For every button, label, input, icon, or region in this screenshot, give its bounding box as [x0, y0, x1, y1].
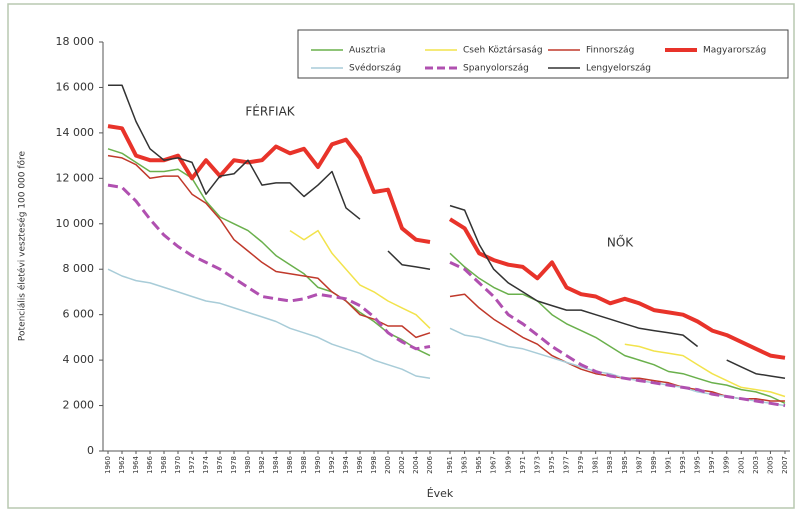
legend-label: Magyarország [703, 46, 766, 56]
y-tick-label: 8 000 [63, 262, 95, 275]
y-tick-label: 10 000 [56, 217, 95, 230]
x-axis-label: Évek [427, 487, 454, 500]
x-tick-label: 1971 [519, 456, 527, 474]
frame [7, 3, 795, 509]
series-line [449, 252, 786, 404]
series-line [448, 217, 786, 360]
x-tick-label: 1988 [300, 456, 308, 474]
x-tick-label: 1977 [563, 456, 571, 474]
x-tick-label: 1986 [286, 456, 294, 474]
x-tick-label: 1984 [272, 456, 280, 474]
x-tick-label: 1970 [174, 456, 182, 474]
x-tick-label: 1968 [160, 456, 168, 474]
x-tick-label: 2006 [426, 456, 434, 474]
y-tick-label: 16 000 [56, 80, 95, 93]
y-tick-label: 14 000 [56, 126, 95, 139]
x-tick-label: 1974 [202, 456, 210, 474]
x-tick-label: 1997 [708, 456, 716, 474]
x-tick-label: 1978 [230, 456, 238, 474]
x-tick-label: 1975 [548, 456, 556, 474]
x-tick-label: 1985 [621, 456, 629, 474]
series-line [107, 124, 431, 244]
x-tick-label: 1981 [592, 456, 600, 474]
x-tick-label: 2001 [737, 456, 745, 474]
x-tick-label: 2000 [384, 456, 392, 474]
series-line [289, 229, 431, 329]
y-tick-label: 2 000 [63, 399, 95, 412]
x-tick-label: 1994 [342, 456, 350, 474]
series-line [108, 84, 431, 270]
legend-label: Ausztria [349, 46, 386, 56]
series-line [449, 204, 786, 380]
x-tick-label: 1982 [258, 456, 266, 474]
x-tick-label: 1995 [694, 456, 702, 474]
x-tick-label: 1973 [533, 456, 541, 474]
x-tick-label: 1999 [723, 456, 731, 474]
x-tick-label: 1964 [132, 456, 140, 474]
legend-label: Lengyelország [586, 64, 651, 74]
x-tick-label: 1963 [461, 456, 469, 474]
series-line [449, 261, 786, 408]
x-tick-label: 2002 [398, 456, 406, 474]
x-tick-label: 1992 [328, 456, 336, 474]
x-tick-label: 1991 [664, 456, 672, 474]
x-tick-label: 1972 [188, 456, 196, 474]
x-tick-label: 1966 [146, 456, 154, 474]
x-tick-label: 1961 [446, 456, 454, 474]
x-tick-label: 1990 [314, 456, 322, 474]
legend-label: Spanyolország [463, 64, 529, 74]
annotation: NŐK [607, 235, 634, 250]
y-axis-label: Potenciális életévi veszteség 100 000 fő… [17, 150, 28, 341]
y-tick-label: 4 000 [63, 353, 95, 366]
legend-label: Cseh Köztársaság [463, 46, 543, 56]
x-tick-label: 1965 [475, 456, 483, 474]
legend-label: Finnország [586, 46, 634, 56]
legend-label: Svédország [349, 63, 401, 74]
y-tick-label: 0 [87, 444, 94, 457]
x-tick-label: 1962 [118, 456, 126, 474]
x-tick-label: 1989 [650, 456, 658, 474]
x-tick-label: 1967 [490, 456, 498, 474]
x-tick-label: 1993 [679, 456, 687, 474]
x-tick-label: 1987 [635, 456, 643, 474]
series-line [107, 183, 431, 351]
x-tick-label: 2007 [781, 456, 789, 474]
x-tick-label: 1996 [356, 456, 364, 474]
x-tick-label: 2003 [752, 456, 760, 474]
series-line [107, 268, 431, 380]
series-line [624, 343, 786, 398]
y-tick-label: 6 000 [63, 308, 95, 321]
x-tick-label: 2005 [766, 456, 774, 474]
y-tick-label: 12 000 [56, 171, 95, 184]
x-tick-label: 1969 [504, 456, 512, 474]
legend-box [297, 29, 789, 79]
x-tick-label: 1976 [216, 456, 224, 474]
x-tick-label: 1998 [370, 456, 378, 474]
x-tick-label: 1979 [577, 456, 585, 474]
series-line [107, 148, 431, 357]
x-tick-label: 1980 [244, 456, 252, 474]
x-tick-label: 2004 [412, 456, 420, 474]
x-tick-label: 1983 [606, 456, 614, 474]
annotation: FÉRFIAK [245, 104, 295, 119]
y-tick-label: 18 000 [56, 35, 95, 48]
x-tick-label: 1960 [104, 456, 112, 474]
